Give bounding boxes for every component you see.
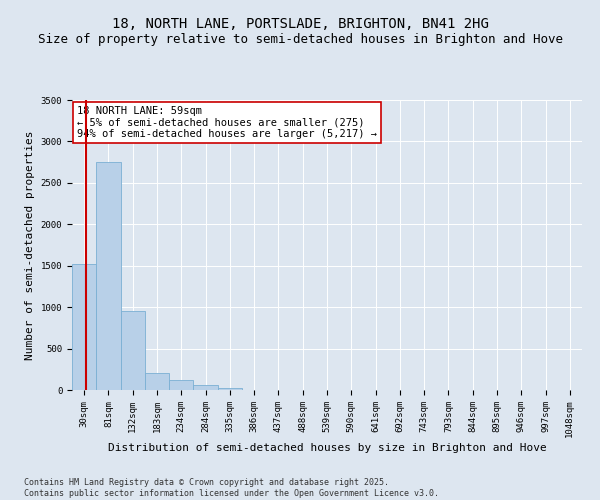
Bar [96, 162, 121, 390]
Bar [72, 264, 96, 390]
X-axis label: Distribution of semi-detached houses by size in Brighton and Hove: Distribution of semi-detached houses by … [107, 443, 547, 453]
Text: 18, NORTH LANE, PORTSLADE, BRIGHTON, BN41 2HG: 18, NORTH LANE, PORTSLADE, BRIGHTON, BN4… [112, 18, 488, 32]
Text: 18 NORTH LANE: 59sqm
← 5% of semi-detached houses are smaller (275)
94% of semi-: 18 NORTH LANE: 59sqm ← 5% of semi-detach… [77, 106, 377, 139]
Bar [145, 372, 169, 390]
Bar [193, 386, 218, 390]
Bar [121, 312, 145, 390]
Y-axis label: Number of semi-detached properties: Number of semi-detached properties [25, 130, 35, 360]
Bar [218, 388, 242, 390]
Text: Contains HM Land Registry data © Crown copyright and database right 2025.
Contai: Contains HM Land Registry data © Crown c… [24, 478, 439, 498]
Bar [169, 380, 193, 390]
Text: Size of property relative to semi-detached houses in Brighton and Hove: Size of property relative to semi-detach… [37, 32, 563, 46]
